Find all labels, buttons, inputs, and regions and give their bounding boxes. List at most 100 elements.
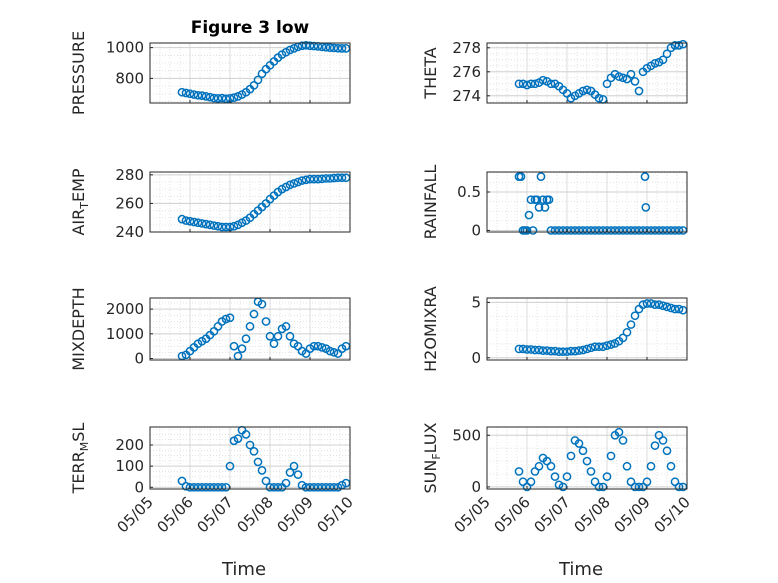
data-point (594, 226, 604, 235)
data-point (590, 342, 600, 352)
data-point (610, 226, 620, 235)
data-point (602, 79, 612, 89)
data-point (245, 440, 255, 450)
axes-frame (486, 171, 688, 233)
data-point (193, 90, 203, 100)
data-point (650, 59, 660, 68)
data-point (602, 341, 612, 350)
x-axis-label: Time (221, 559, 266, 580)
data-point (570, 226, 580, 235)
y-tick-label: 274 (452, 87, 481, 105)
data-point (177, 214, 187, 224)
data-point (618, 333, 628, 343)
data-point (301, 40, 311, 50)
data-point (261, 317, 271, 326)
data-point (325, 346, 335, 356)
data-point (534, 461, 544, 471)
data-point (666, 303, 676, 313)
data-point (582, 85, 592, 95)
data-point (201, 219, 211, 229)
data-point (540, 203, 550, 212)
data-point (666, 461, 676, 471)
y-tick-label: 1000 (106, 39, 144, 57)
y-tick-label: 2000 (106, 300, 144, 318)
data-point (550, 226, 560, 235)
data-point (197, 219, 207, 228)
data-point (285, 180, 295, 190)
data-point (217, 222, 227, 232)
subplot-1: 800 1000 Figure 3 low PRESSURE (69, 18, 351, 115)
data-point (666, 226, 676, 235)
data-point (566, 346, 576, 356)
y-axis-label: MIXDEPTH (69, 287, 88, 370)
data-point (542, 346, 552, 355)
data-point (670, 304, 680, 314)
y-axis-label: H2OMIXRA (421, 286, 440, 372)
data-point (594, 93, 604, 103)
data-point (662, 49, 672, 59)
data-point (333, 43, 343, 53)
data-point (289, 179, 299, 188)
data-point (329, 173, 339, 183)
x-tick-label: 05/05 (114, 493, 157, 536)
data-point (229, 221, 239, 231)
data-point (546, 226, 556, 235)
data-point (554, 347, 564, 357)
data-point (177, 87, 187, 97)
data-point (626, 320, 636, 329)
data-point (562, 347, 572, 357)
data-point (305, 174, 315, 184)
data-point (329, 347, 339, 357)
subplot-2: 274 276 278 THETA (421, 39, 688, 105)
x-tick-label: 05/08 (234, 493, 277, 536)
data-point (249, 309, 259, 319)
data-point (321, 42, 331, 52)
data-point (586, 467, 596, 476)
data-point (305, 41, 315, 51)
data-point (217, 93, 227, 103)
y-axis-label: TERRMSL (69, 423, 91, 495)
data-point (578, 86, 588, 96)
data-point (670, 41, 680, 50)
data-point (233, 434, 243, 443)
data-point (333, 173, 343, 183)
data-point (598, 342, 608, 352)
data-point (670, 226, 680, 235)
data-point (289, 44, 299, 53)
data-point (662, 446, 672, 456)
data-point (261, 476, 271, 486)
data-point (526, 195, 536, 205)
data-point (586, 343, 596, 353)
data-point (209, 93, 219, 103)
data-point (658, 55, 668, 65)
data-point (602, 472, 612, 481)
x-tick-label: 05/09 (611, 493, 654, 536)
axes-frame (149, 426, 351, 490)
data-point (253, 457, 263, 467)
data-point (337, 173, 347, 183)
data-point (578, 345, 588, 355)
data-point (205, 220, 215, 230)
data-point (618, 73, 628, 83)
y-tick-label: 5 (471, 293, 481, 311)
y-tick-label: 1000 (106, 325, 144, 343)
data-point (325, 174, 335, 183)
y-tick-label: 200 (115, 436, 144, 454)
data-point (662, 226, 672, 235)
axes-frame (149, 171, 351, 233)
data-point (532, 195, 542, 205)
data-point (582, 344, 592, 354)
data-point (185, 89, 195, 99)
data-point (538, 346, 548, 355)
data-point (257, 466, 267, 475)
y-tick-label: 0 (134, 350, 144, 368)
data-point (514, 467, 524, 476)
data-point (630, 482, 640, 492)
y-tick-label: 260 (115, 194, 144, 212)
y-axis-label: RAINFALL (421, 165, 440, 240)
data-point (654, 300, 664, 309)
data-point (578, 226, 588, 235)
